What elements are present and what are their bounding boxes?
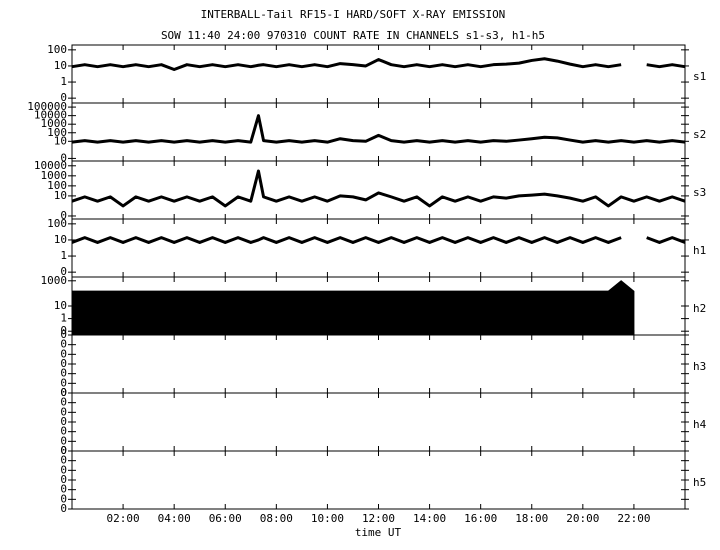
y-tick-label: 10000 (34, 159, 67, 172)
y-tick-label: 0 (60, 367, 67, 380)
panel-label: h2 (693, 302, 706, 315)
y-tick-label: 0 (60, 415, 67, 428)
y-tick-label: 0 (60, 324, 67, 337)
y-tick-label: 10 (54, 233, 67, 246)
panel-label: s3 (693, 186, 706, 199)
x-tick-label: 02:00 (107, 512, 140, 525)
x-tick-label: 16:00 (464, 512, 497, 525)
y-tick-label: 1000 (41, 169, 68, 182)
y-tick-label: 0 (60, 91, 67, 104)
y-tick-label: 0 (60, 492, 67, 505)
y-tick-label: 0 (60, 434, 67, 447)
x-tick-label: 10:00 (311, 512, 344, 525)
y-tick-label: 0 (60, 209, 67, 222)
y-tick-label: 100 (47, 179, 67, 192)
line (71, 169, 686, 208)
line (71, 114, 686, 144)
y-tick-label: 100 (47, 217, 67, 230)
y-tick-label: 0 (60, 328, 67, 341)
y-tick-label: 0 (60, 151, 67, 164)
area (71, 280, 635, 336)
y-tick-label: 0 (60, 405, 67, 418)
panel-label: h4 (693, 418, 707, 431)
y-tick-label: 0 (60, 425, 67, 438)
panel-label: s2 (693, 128, 706, 141)
y-tick-label: 10 (54, 299, 67, 312)
y-tick-label: 0 (60, 502, 67, 515)
x-axis-label: time UT (355, 526, 402, 539)
line (71, 236, 686, 244)
chart-title: INTERBALL-Tail RF15-I HARD/SOFT X-RAY EM… (201, 8, 506, 21)
y-tick-label: 0 (60, 444, 67, 457)
x-tick-label: 04:00 (158, 512, 191, 525)
y-tick-label: 1 (60, 249, 67, 262)
y-tick-label: 100 (47, 43, 67, 56)
x-tick-label: 22:00 (617, 512, 650, 525)
y-tick-label: 1 (60, 312, 67, 325)
y-tick-label: 0 (60, 357, 67, 370)
y-tick-label: 0 (60, 265, 67, 278)
y-tick-label: 0 (60, 454, 67, 467)
y-tick-label: 0 (60, 396, 67, 409)
x-tick-label: 20:00 (566, 512, 599, 525)
panel-label: s1 (693, 70, 706, 83)
y-tick-label: 1000 (41, 274, 68, 287)
line (71, 57, 686, 72)
y-tick-label: 1000 (41, 117, 68, 130)
y-tick-label: 10000 (34, 109, 67, 122)
x-tick-label: 14:00 (413, 512, 446, 525)
y-tick-label: 10 (54, 134, 67, 147)
y-tick-label: 10 (54, 59, 67, 72)
panel-label: h5 (693, 476, 706, 489)
y-tick-label: 10 (54, 189, 67, 202)
y-tick-label: 0 (60, 483, 67, 496)
y-tick-label: 0 (60, 347, 67, 360)
y-tick-label: 0 (60, 386, 67, 399)
y-tick-label: 0 (60, 386, 67, 399)
y-tick-label: 0 (60, 376, 67, 389)
x-tick-label: 18:00 (515, 512, 548, 525)
y-tick-label: 0 (60, 463, 67, 476)
y-tick-label: 0 (60, 473, 67, 486)
x-tick-label: 08:00 (260, 512, 293, 525)
chart-subtitle: SOW 11:40 24:00 970310 COUNT RATE IN CHA… (161, 29, 545, 42)
y-tick-label: 100 (47, 126, 67, 139)
y-tick-label: 0 (60, 444, 67, 457)
x-tick-label: 06:00 (209, 512, 242, 525)
y-tick-label: 0 (60, 338, 67, 351)
x-tick-label: 12:00 (362, 512, 395, 525)
panel-label: h3 (693, 360, 706, 373)
panel-label: h1 (693, 244, 706, 257)
y-tick-label: 1 (60, 75, 67, 88)
y-tick-label: 100000 (27, 100, 67, 113)
